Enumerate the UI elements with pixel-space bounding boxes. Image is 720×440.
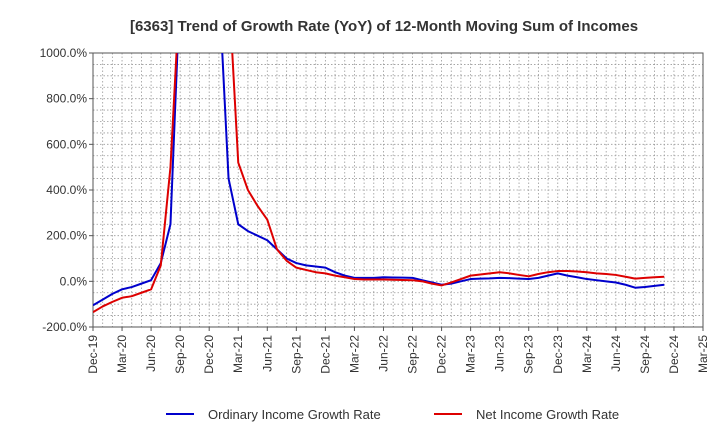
x-tick-label: Jun-21 — [260, 335, 274, 372]
legend-label-2: Net Income Growth Rate — [476, 407, 619, 422]
x-tick-label: Jun-24 — [609, 335, 623, 372]
x-tick-label: Dec-21 — [318, 335, 332, 374]
grid-layer — [93, 53, 703, 327]
x-tick-label: Mar-20 — [115, 335, 129, 373]
series-line-1 — [93, 53, 665, 307]
y-tick-label: 200.0% — [46, 229, 87, 243]
x-tick-label: Jun-22 — [376, 335, 390, 372]
x-tick-label: Sep-23 — [522, 335, 536, 374]
x-tick-label: Mar-22 — [347, 335, 361, 373]
axis-layer: 1000.0% 800.0% 600.0% 400.0% 200.0% 0.0% -200.… — [40, 46, 710, 374]
y-tick-label: 800.0% — [46, 92, 87, 106]
x-tick-label: Dec-19 — [86, 335, 100, 374]
y-tick-label: 400.0% — [46, 183, 87, 197]
legend: Ordinary Income Growth Rate Net Income Gr… — [166, 407, 619, 422]
y-tick-label: 600.0% — [46, 137, 87, 151]
x-tick-label: Sep-21 — [289, 335, 303, 374]
x-tick-label: Sep-22 — [406, 335, 420, 374]
x-tick-label: Mar-24 — [580, 335, 594, 373]
x-tick-label: Jun-20 — [144, 335, 158, 372]
x-tick-label: Dec-24 — [667, 335, 681, 374]
y-tick-label: 0.0% — [60, 274, 88, 288]
y-tick-label: 1000.0% — [40, 46, 88, 60]
series-layer — [93, 53, 665, 314]
x-tick-label: Sep-24 — [638, 335, 652, 374]
x-tick-label: Mar-25 — [696, 335, 710, 373]
series-line-2 — [93, 53, 665, 314]
chart-title: [6363] Trend of Growth Rate (YoY) of 12-… — [130, 18, 638, 35]
x-tick-label: Mar-23 — [464, 335, 478, 373]
x-tick-label: Dec-23 — [551, 335, 565, 374]
x-tick-label: Sep-20 — [173, 335, 187, 374]
x-tick-label: Dec-20 — [202, 335, 216, 374]
x-tick-label: Mar-21 — [231, 335, 245, 373]
y-tick-label: -200.0% — [42, 320, 87, 334]
legend-label-1: Ordinary Income Growth Rate — [208, 407, 381, 422]
x-tick-label: Dec-22 — [435, 335, 449, 374]
x-tick-label: Jun-23 — [493, 335, 507, 372]
